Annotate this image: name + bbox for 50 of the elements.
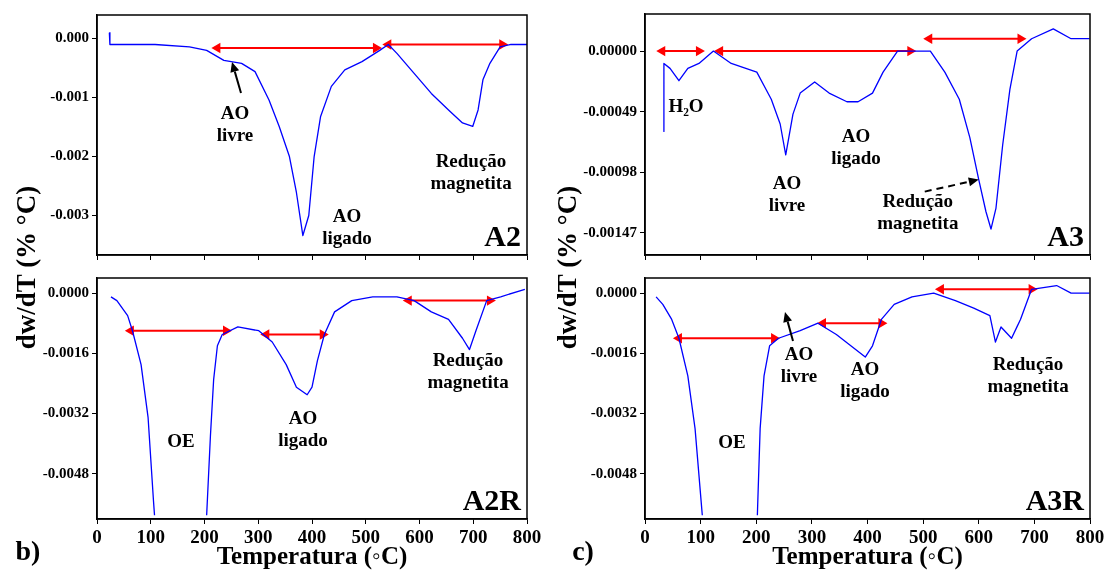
annotation: AO livre [768, 171, 806, 215]
annotation: AO livre [216, 101, 254, 145]
y-tick-label: -0.002 [50, 147, 89, 164]
text: A2R [462, 482, 522, 516]
annotation: OE [167, 429, 195, 451]
x-tick-label: 200 [190, 526, 219, 548]
x-tick-label: 700 [1020, 526, 1049, 548]
text: A3 [1047, 218, 1084, 252]
y-axis-title: dw/dT (% °C) [10, 185, 42, 349]
x-tick-label: 600 [405, 526, 434, 548]
y-tick-label: -0.0032 [590, 404, 637, 421]
text: c) [572, 535, 594, 567]
y-tick-label: -0.00147 [583, 223, 638, 240]
text: b) [15, 535, 41, 567]
y-tick-label: 0.0000 [595, 283, 637, 300]
annotation: Redução magnetita [430, 149, 513, 193]
annotation: Redução magnetita [987, 352, 1070, 396]
y-tick-label: 0.000 [55, 29, 89, 46]
x-tick-label: 200 [742, 526, 771, 548]
annotation: AO livre [780, 342, 818, 386]
y-tick-label: -0.001 [50, 88, 89, 105]
y-tick-label: 0.0000 [47, 283, 89, 300]
y-tick-label: -0.0048 [42, 464, 89, 481]
y-axis-title: dw/dT (% °C) [551, 185, 583, 349]
x-tick-label: 0 [92, 526, 102, 548]
y-tick-label: -0.0016 [590, 344, 638, 361]
annotation: Redução magnetita [427, 348, 510, 392]
x-tick-label: 100 [136, 526, 165, 548]
annotation: AO ligado [840, 357, 890, 401]
y-tick-label: -0.0032 [42, 404, 89, 421]
x-tick-label: 800 [1075, 526, 1105, 548]
y-tick-label: 0.00000 [588, 41, 637, 58]
x-tick-label: 600 [964, 526, 993, 548]
x-tick-label: 800 [512, 526, 542, 548]
annotation: AO ligado [322, 204, 372, 248]
y-tick-label: -0.00098 [583, 163, 637, 180]
annotation: OE [718, 430, 746, 452]
annotation: Redução magnetita [877, 189, 959, 233]
x-tick-label: 100 [686, 526, 715, 548]
y-tick-label: -0.0048 [590, 464, 637, 481]
text: A2 [484, 218, 521, 252]
annotation: AO ligado [278, 406, 328, 450]
x-tick-label: 0 [640, 526, 650, 548]
x-tick-label: 700 [459, 526, 488, 548]
annotation: H₂O [668, 94, 704, 116]
y-tick-label: -0.0016 [42, 344, 90, 361]
y-tick-label: -0.00049 [583, 102, 637, 119]
y-tick-label: -0.003 [50, 206, 89, 223]
annotation: AO ligado [831, 124, 881, 168]
text: A3R [1025, 482, 1085, 516]
